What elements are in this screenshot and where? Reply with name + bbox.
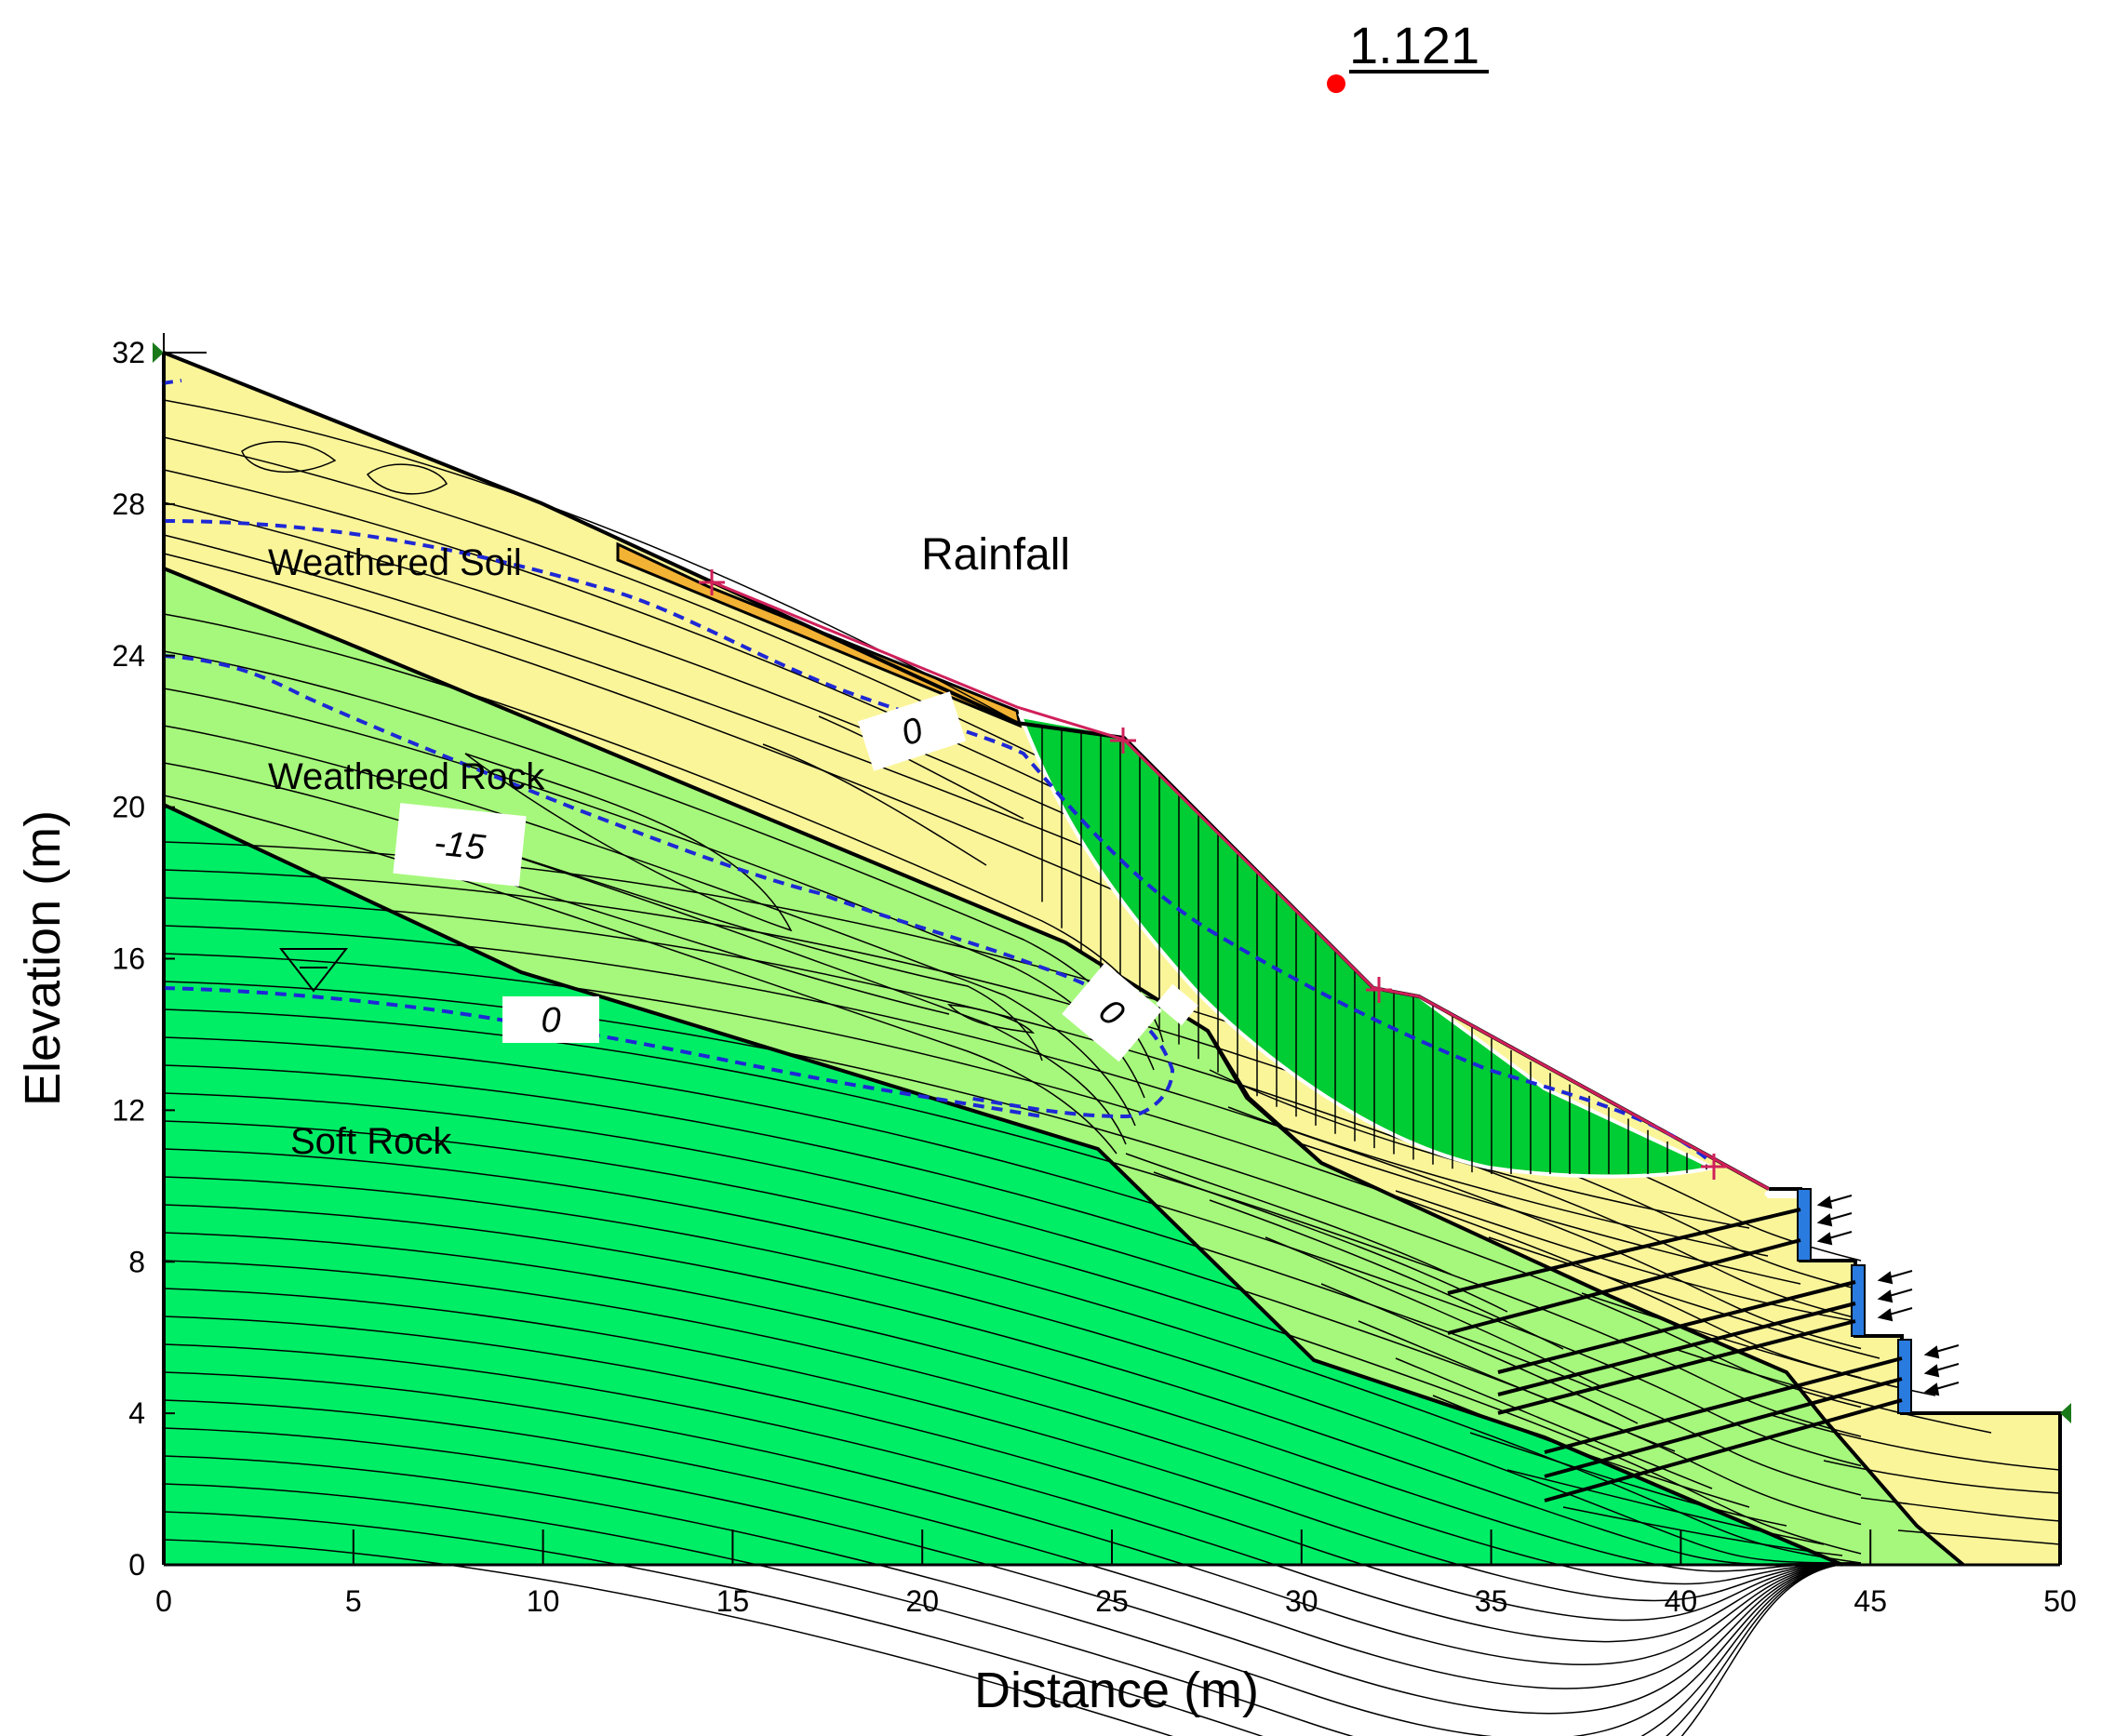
soft-rock-contour <box>163 1148 1862 1564</box>
critical-slip-center <box>1327 74 1345 93</box>
wall-block-1 <box>1797 1188 1812 1262</box>
anchor-3 <box>1497 1280 1856 1374</box>
factor-of-safety-label: 1.121 <box>1349 16 1479 74</box>
soft-rock-contour <box>163 925 1862 1350</box>
anchor-load-arrows <box>1816 1195 1960 1396</box>
y-tick-label: 16 <box>112 942 145 976</box>
anchor-4 <box>1497 1302 1856 1396</box>
y-axis-title: Elevation (m) <box>15 810 71 1106</box>
boundary-marker-right <box>2060 1403 2071 1423</box>
x-tick-label: 40 <box>1665 1584 1698 1618</box>
soil-contours <box>163 399 2061 1545</box>
wall-block-2 <box>1851 1264 1866 1337</box>
boundary-marker-left <box>153 342 164 363</box>
rock-contours <box>163 613 1843 1556</box>
soft-rock-contour <box>163 1343 1862 1643</box>
soft-rock-contour <box>163 1008 1862 1437</box>
x-tick-label: 20 <box>905 1584 939 1618</box>
soft-rock-contour <box>163 1483 1862 1736</box>
x-tick-label: 35 <box>1475 1584 1508 1618</box>
soft-rock-contour <box>163 1260 1862 1585</box>
soft-rock-contour <box>163 1232 1862 1572</box>
soft-rock-contour <box>163 1204 1862 1565</box>
anchors <box>1447 1208 1903 1502</box>
x-ticks: 0 5 10 15 20 25 30 35 40 45 50 <box>155 1529 2077 1618</box>
anchor-7 <box>1544 1377 1903 1478</box>
anchor-2 <box>1447 1238 1801 1335</box>
y-tick-label: 0 <box>128 1548 145 1582</box>
soft-rock-contour <box>163 869 1862 1291</box>
x-tick-label: 15 <box>716 1584 750 1618</box>
label-soft-rock: Soft Rock <box>290 1121 452 1162</box>
anchor-8 <box>1544 1398 1903 1502</box>
soft-rock-layer <box>164 805 1842 1565</box>
svg-text:0: 0 <box>541 1001 560 1040</box>
water-table-marker <box>278 948 349 993</box>
contour-tag-fragment <box>1156 983 1198 1026</box>
soft-rock-contour <box>163 1511 1862 1736</box>
soft-rock-contour <box>163 1539 1862 1736</box>
soft-rock-contour <box>163 1427 1862 1715</box>
y-tick-label: 12 <box>112 1093 145 1127</box>
anchor-5 <box>1497 1319 1856 1415</box>
soft-rock-contour <box>163 1092 1862 1526</box>
x-tick-label: 10 <box>527 1584 560 1618</box>
label-rainfall: Rainfall <box>921 530 1070 580</box>
soft-rock-contour <box>163 1176 1862 1564</box>
y-tick-label: 20 <box>112 791 145 824</box>
y-tick-label: 8 <box>128 1245 145 1278</box>
x-tick-label: 0 <box>155 1584 172 1618</box>
contour-tag-mid-zero: 0 <box>1062 962 1162 1062</box>
x-tick-label: 50 <box>2043 1584 2077 1618</box>
sliding-mass-slices <box>1041 726 1707 1174</box>
x-tick-label: 45 <box>1853 1584 1887 1618</box>
x-tick-label: 25 <box>1095 1584 1129 1618</box>
soft-rock-contour <box>163 1371 1862 1665</box>
contour-tag-upper-zero: 0 <box>857 691 967 771</box>
soft-rock-contour <box>163 1120 1862 1555</box>
phreatic-line-lower <box>163 986 1043 1118</box>
soft-rock-contour <box>163 1455 1862 1736</box>
soft-rock-contour <box>163 1036 1862 1467</box>
soft-rock-contour <box>163 953 1862 1379</box>
anchor-6 <box>1544 1356 1903 1454</box>
anchor-1 <box>1447 1208 1801 1295</box>
label-weathered-soil: Weathered Soil <box>268 542 522 583</box>
soft-rock-contour <box>163 1288 1862 1602</box>
phreatic-line-mid <box>163 654 1175 1119</box>
x-tick-label: 30 <box>1285 1584 1318 1618</box>
label-weathered-rock: Weathered Rock <box>268 756 545 797</box>
slope-surface-line <box>710 580 1770 1191</box>
surface-crosses <box>699 569 1727 1180</box>
y-tick-label: 32 <box>112 336 145 369</box>
y-tick-label: 28 <box>112 487 145 521</box>
svg-text:-15: -15 <box>432 823 488 868</box>
y-ticks: 0 4 8 12 16 20 24 28 32 <box>112 336 175 1582</box>
soft-rock-contour <box>163 981 1862 1409</box>
soft-rock-contour <box>163 1315 1862 1622</box>
x-axis-title: Distance (m) <box>974 1663 1259 1718</box>
phreatic-line-upper <box>163 519 1714 1165</box>
y-tick-label: 4 <box>128 1396 145 1430</box>
surface-layer <box>616 541 1022 728</box>
contour-tag-minus-fifteen: -15 <box>393 803 527 887</box>
contour-tag-lower-zero: 0 <box>502 996 599 1043</box>
x-tick-label: 5 <box>345 1584 362 1618</box>
soft-rock-contour <box>163 897 1862 1320</box>
y-tick-label: 24 <box>112 639 145 673</box>
sliding-mass <box>1017 714 1718 1179</box>
soft-rock-contour <box>163 1399 1862 1689</box>
